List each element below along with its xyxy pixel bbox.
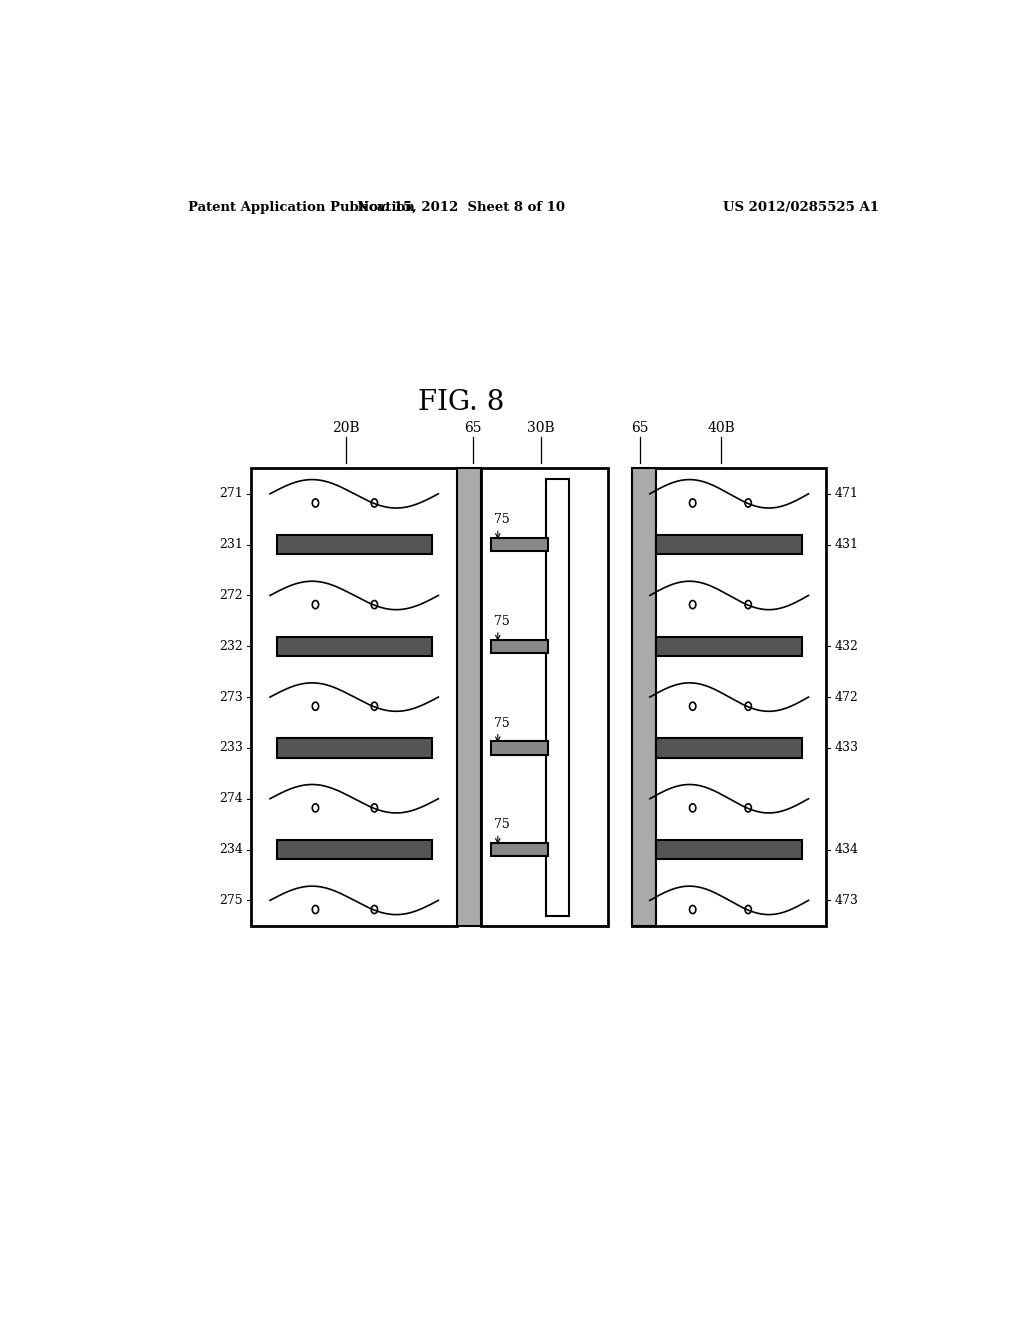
Bar — [546, 479, 568, 916]
Text: 271: 271 — [219, 487, 243, 500]
Text: 234: 234 — [219, 843, 243, 857]
Text: 434: 434 — [835, 843, 858, 857]
Bar — [481, 469, 608, 925]
Bar — [251, 469, 458, 925]
Text: 432: 432 — [835, 640, 858, 653]
Text: 274: 274 — [219, 792, 243, 805]
Text: 20B: 20B — [333, 421, 360, 434]
Bar — [656, 738, 802, 758]
Text: 231: 231 — [219, 539, 243, 552]
Text: 65: 65 — [631, 421, 648, 434]
Bar — [276, 535, 431, 554]
Text: 40B: 40B — [708, 421, 735, 434]
Text: 472: 472 — [835, 690, 858, 704]
Text: 65: 65 — [465, 421, 482, 434]
Text: 433: 433 — [835, 742, 858, 755]
Bar — [492, 537, 549, 552]
Bar — [276, 636, 431, 656]
Text: 273: 273 — [219, 690, 243, 704]
Bar — [458, 469, 481, 925]
Text: 272: 272 — [219, 589, 243, 602]
Text: 473: 473 — [835, 894, 858, 907]
Bar — [656, 840, 802, 859]
Text: 75: 75 — [494, 818, 510, 832]
Bar — [632, 469, 655, 925]
Text: 75: 75 — [494, 513, 510, 527]
Text: Nov. 15, 2012  Sheet 8 of 10: Nov. 15, 2012 Sheet 8 of 10 — [357, 201, 565, 214]
Bar — [492, 741, 549, 755]
Text: 233: 233 — [219, 742, 243, 755]
Text: 275: 275 — [219, 894, 243, 907]
Bar — [492, 639, 549, 653]
Bar — [656, 636, 802, 656]
Bar — [492, 842, 549, 857]
Text: 75: 75 — [494, 717, 510, 730]
Text: Patent Application Publication: Patent Application Publication — [187, 201, 415, 214]
Text: US 2012/0285525 A1: US 2012/0285525 A1 — [723, 201, 880, 214]
Bar — [632, 469, 826, 925]
Bar — [276, 840, 431, 859]
Text: 471: 471 — [835, 487, 858, 500]
Text: 431: 431 — [835, 539, 858, 552]
Bar — [656, 535, 802, 554]
Text: 232: 232 — [219, 640, 243, 653]
Text: 30B: 30B — [527, 421, 554, 434]
Bar — [276, 738, 431, 758]
Text: 75: 75 — [494, 615, 510, 628]
Text: FIG. 8: FIG. 8 — [418, 389, 505, 416]
